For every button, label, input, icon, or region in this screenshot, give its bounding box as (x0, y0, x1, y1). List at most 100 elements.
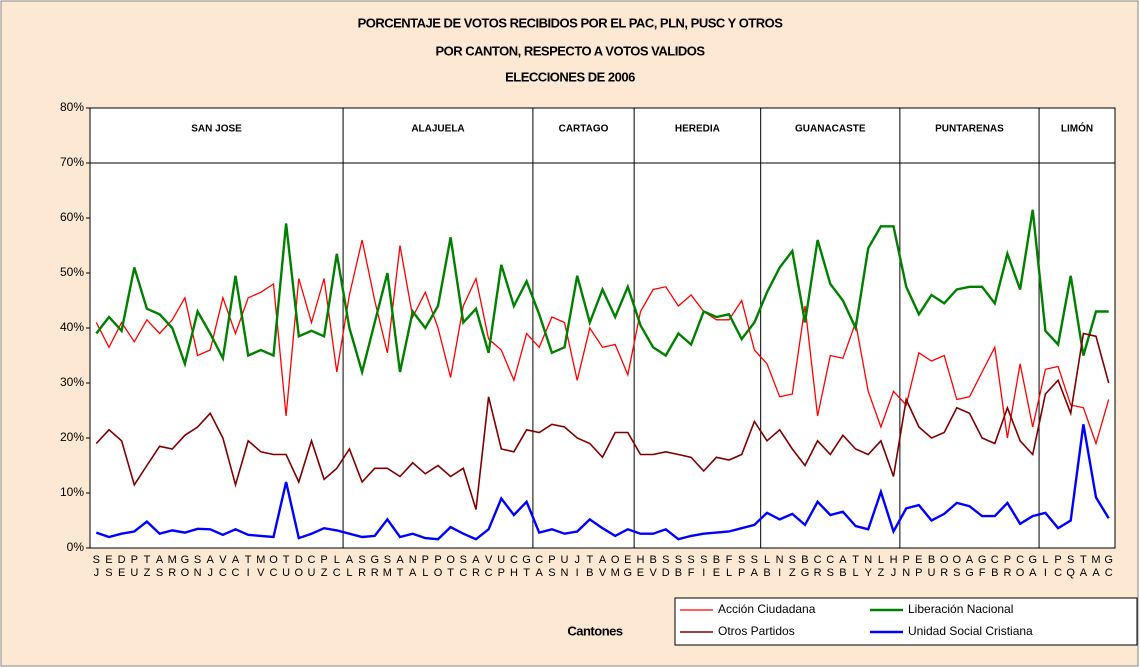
legend-label: Otros Partidos (718, 624, 795, 638)
series-line (95, 209, 1109, 377)
chart-title: PORCENTAJE DE VOTOS RECIBIDOS POR EL PAC… (358, 15, 784, 30)
y-tick-label: 60% (60, 210, 84, 224)
series-line (95, 424, 1110, 541)
group-label: SAN JOSE (191, 124, 242, 135)
y-tick-label: 50% (60, 265, 84, 279)
series-line (95, 239, 1110, 446)
group-label: GUANACASTE (795, 124, 866, 135)
y-tick-label: 80% (60, 100, 84, 114)
y-tick-label: 0% (67, 540, 85, 554)
legend-label: Unidad Social Cristiana (908, 624, 1033, 638)
group-label: HEREDIA (675, 124, 720, 135)
x-axis-label: Cantones (567, 623, 623, 638)
legend (674, 597, 1138, 646)
y-tick-label: 20% (60, 430, 84, 444)
chart-title: POR CANTON, RESPECTO A VOTOS VALIDOS (435, 43, 705, 58)
y-tick-label: 10% (60, 485, 84, 499)
group-label: LIMÓN (1061, 122, 1093, 135)
y-tick-label: 70% (60, 155, 84, 169)
group-label: CARTAGO (559, 124, 609, 135)
chart-title: ELECCIONES DE 2006 (505, 69, 635, 84)
legend-label: Liberación Nacional (908, 602, 1013, 616)
y-tick-label: 30% (60, 375, 84, 389)
y-tick-label: 40% (60, 320, 84, 334)
group-label: PUNTARENAS (935, 124, 1004, 135)
plot-area (89, 107, 1116, 549)
